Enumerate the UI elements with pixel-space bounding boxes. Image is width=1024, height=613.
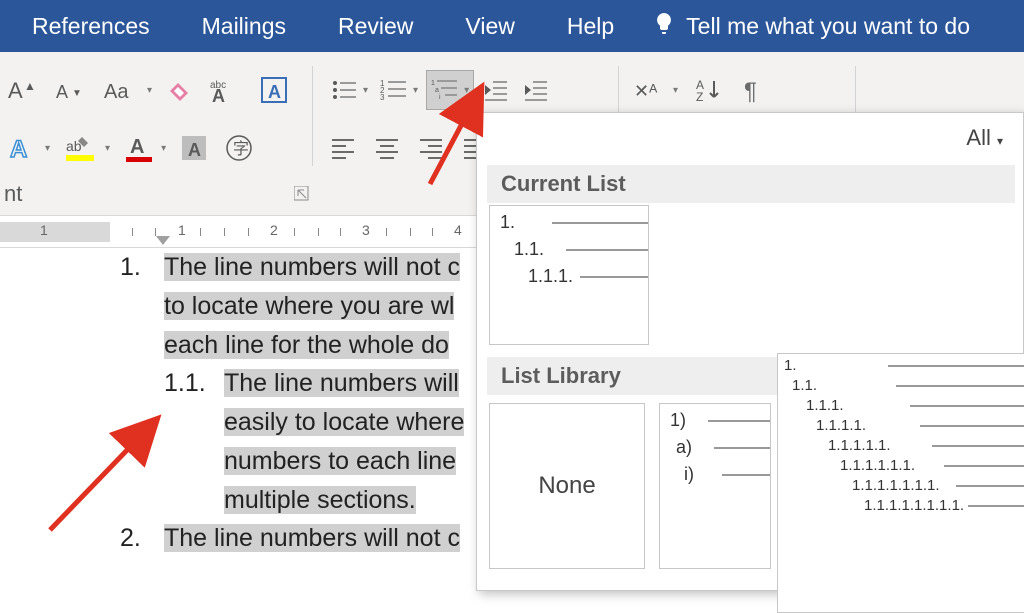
list-none-tile[interactable]: None (489, 403, 645, 569)
indent-marker[interactable] (156, 236, 170, 245)
lightbulb-icon (652, 11, 676, 41)
font-dialog-launcher[interactable] (294, 186, 310, 205)
svg-text:A: A (212, 86, 225, 104)
ruler-number: 1 (40, 222, 48, 238)
svg-text:A: A (130, 136, 144, 158)
svg-text:A: A (56, 82, 68, 102)
doc-text: easily to locate where (224, 408, 464, 436)
svg-text:✕ᴬ: ✕ᴬ (634, 81, 658, 101)
clear-formatting-button[interactable] (162, 70, 200, 110)
list-paren-tile[interactable]: 1) a) i) (659, 403, 771, 569)
svg-text:A: A (10, 136, 27, 163)
phonetic-guide-button[interactable]: abcA (206, 70, 250, 110)
svg-text:Aa: Aa (104, 81, 129, 103)
character-shading-button[interactable]: A (176, 128, 214, 168)
align-left-button[interactable] (326, 128, 362, 168)
svg-text:¶: ¶ (744, 78, 757, 103)
svg-text:▲: ▲ (24, 79, 36, 93)
list-number: 1.1. (164, 364, 224, 403)
multilevel-list-dropdown: All ▾ Current List 1. 1.1. 1.1.1. List L… (476, 112, 1024, 591)
align-center-button[interactable] (370, 128, 406, 168)
ruler-number: 1 (178, 222, 186, 238)
highlight-button[interactable]: ab▾ (60, 128, 114, 168)
svg-text:A: A (268, 82, 281, 102)
svg-text:A: A (8, 78, 23, 103)
doc-text: The line numbers will not c (164, 524, 460, 552)
enclose-characters-button[interactable]: 字 (220, 128, 258, 168)
current-list-section: Current List (487, 165, 1015, 203)
sort-button[interactable]: AZ (692, 70, 728, 110)
all-filter-button[interactable]: All ▾ (966, 125, 1003, 151)
menu-bar: References Mailings Review View Help Tel… (0, 0, 1024, 52)
change-case-button[interactable]: Aa▾ (100, 70, 156, 110)
tab-view[interactable]: View (439, 13, 540, 40)
current-list-tile[interactable]: 1. 1.1. 1.1.1. (489, 205, 649, 345)
shrink-font-button[interactable]: A▼ (52, 70, 94, 110)
text-effects-button[interactable]: A▾ (4, 128, 54, 168)
svg-text:Z: Z (696, 90, 703, 103)
svg-text:A: A (188, 140, 201, 160)
character-border-button[interactable]: A (256, 70, 294, 110)
tab-help[interactable]: Help (541, 13, 640, 40)
show-hide-paragraph-button[interactable]: ¶ (738, 70, 774, 110)
increase-indent-button[interactable] (518, 70, 554, 110)
numbering-button[interactable]: 123▾ (376, 70, 422, 110)
ruler-number: 3 (362, 222, 370, 238)
doc-text: multiple sections. (224, 486, 416, 514)
grow-font-button[interactable]: A▲ (4, 70, 46, 110)
doc-text: The line numbers will (224, 369, 459, 397)
annotation-arrow (40, 400, 190, 550)
tab-references[interactable]: References (6, 13, 176, 40)
doc-text: to locate where you are wl (164, 292, 454, 320)
svg-text:字: 字 (233, 140, 249, 158)
ribbon-separator (312, 66, 313, 166)
tab-mailings[interactable]: Mailings (176, 13, 312, 40)
list-deep-tile[interactable]: 1. 1.1. 1.1.1. 1.1.1.1. 1.1.1.1.1. 1.1.1… (777, 353, 1024, 613)
doc-text: numbers to each line (224, 447, 456, 475)
svg-text:▼: ▼ (72, 88, 82, 99)
annotation-arrow (420, 74, 510, 194)
list-number: 1. (120, 248, 164, 287)
doc-text: The line numbers will not c (164, 253, 460, 281)
asian-layout-button[interactable]: ✕ᴬ▾ (630, 70, 682, 110)
svg-text:3: 3 (380, 93, 385, 102)
font-color-button[interactable]: A▾ (120, 128, 170, 168)
tell-me-search[interactable]: Tell me what you want to do (682, 13, 996, 40)
font-group-label: nt (4, 181, 22, 207)
doc-text: each line for the whole do (164, 331, 449, 359)
ruler-number: 4 (454, 222, 462, 238)
tab-review[interactable]: Review (312, 13, 439, 40)
bullets-button[interactable]: ▾ (326, 70, 372, 110)
ruler-number: 2 (270, 222, 278, 238)
